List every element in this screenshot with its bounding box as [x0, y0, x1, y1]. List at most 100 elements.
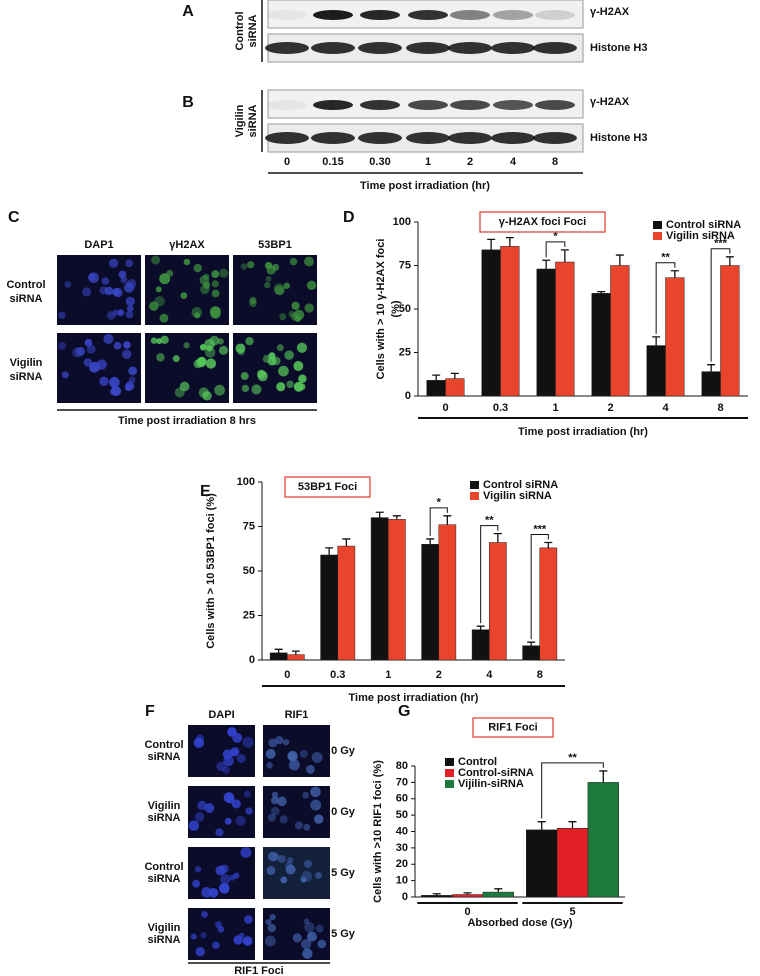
nucleus: [109, 388, 117, 396]
x-tick-label: 0: [464, 906, 470, 918]
nucleus: [270, 796, 279, 805]
bar: [591, 293, 611, 397]
nucleus: [306, 931, 317, 942]
nucleus: [265, 748, 276, 759]
nucleus: [241, 384, 250, 393]
time-label: 0: [284, 156, 290, 168]
y-tick-label: 70: [396, 776, 408, 788]
bar: [539, 547, 558, 661]
nucleus: [201, 910, 208, 918]
x-tick-label: 0.3: [330, 669, 345, 681]
error-bar: [494, 888, 503, 893]
nucleus: [128, 366, 138, 376]
nucleus: [120, 276, 128, 284]
nucleus: [268, 738, 278, 748]
nucleus: [262, 354, 271, 363]
nucleus: [278, 365, 289, 377]
blot-band: [448, 132, 492, 144]
nucleus: [217, 925, 225, 933]
blot-band: [406, 42, 450, 54]
nucleus: [315, 924, 324, 933]
nucleus: [192, 879, 201, 888]
error-bar: [426, 538, 435, 545]
nucleus: [300, 876, 307, 883]
legend-swatch: [445, 758, 454, 766]
nucleus: [126, 305, 134, 312]
nucleus: [172, 355, 180, 363]
error-bar: [527, 641, 536, 646]
nucleus: [303, 859, 313, 869]
nucleus: [117, 309, 125, 316]
error-bar: [432, 893, 441, 896]
error-bar: [505, 237, 514, 247]
blot-band: [493, 10, 533, 20]
nucleus: [269, 914, 276, 921]
nucleus: [233, 872, 240, 879]
nucleus: [179, 381, 190, 392]
nucleus: [88, 273, 96, 281]
bar: [536, 268, 556, 397]
bar: [665, 277, 685, 397]
bar: [471, 629, 490, 661]
nucleus: [282, 738, 290, 746]
nucleus: [211, 270, 220, 279]
error-bar: [487, 238, 496, 250]
blot-band: [533, 132, 577, 144]
error-bar: [392, 515, 401, 520]
error-bar: [274, 648, 283, 653]
bar: [421, 544, 439, 661]
nucleus: [287, 753, 295, 760]
legend-label: Vigilin siRNA: [483, 490, 552, 502]
bar: [287, 654, 305, 661]
nucleus: [245, 336, 254, 346]
row-label: siRNA: [247, 14, 259, 47]
column-label: DAP1: [84, 239, 113, 251]
nucleus: [174, 387, 185, 398]
nucleus: [125, 296, 135, 306]
nucleus: [245, 807, 253, 815]
nucleus: [151, 255, 161, 265]
nucleus: [201, 887, 212, 898]
nucleus: [128, 376, 136, 384]
nucleus: [265, 261, 273, 270]
nucleus: [149, 301, 159, 311]
nucleus: [293, 361, 304, 372]
y-axis-label: Cells with >10 RIF1 foci (%): [372, 760, 384, 903]
nucleus: [298, 374, 307, 383]
row-label: siRNA: [9, 371, 42, 383]
error-bar: [342, 538, 351, 547]
nucleus: [271, 806, 280, 816]
y-tick-label: 40: [396, 825, 408, 837]
significance-label: **: [568, 752, 577, 764]
bar: [526, 829, 558, 898]
nucleus: [214, 384, 226, 396]
nucleus: [264, 935, 276, 947]
nucleus: [301, 939, 312, 950]
blot-band: [450, 100, 490, 110]
nucleus: [244, 915, 253, 924]
nucleus: [82, 287, 92, 297]
nucleus: [220, 873, 231, 885]
nucleus: [266, 866, 276, 876]
nucleus: [199, 343, 207, 351]
nucleus: [194, 812, 205, 822]
time-label: 0.30: [369, 156, 390, 168]
column-label: γH2AX: [169, 239, 205, 251]
nucleus: [211, 289, 220, 298]
nucleus: [272, 263, 280, 271]
x-axis-label: Absorbed dose (Gy): [467, 917, 572, 929]
nucleus: [238, 932, 245, 939]
nucleus: [209, 306, 221, 318]
chart-title: γ-H2AX foci Foci: [499, 216, 586, 228]
nucleus: [243, 790, 251, 798]
error-bar: [568, 821, 577, 829]
y-tick-label: 0: [405, 390, 411, 402]
nucleus: [191, 307, 203, 318]
bar: [481, 249, 501, 397]
nucleus: [285, 864, 296, 875]
nucleus: [227, 727, 237, 737]
nucleus: [113, 287, 123, 298]
nucleus: [264, 281, 271, 289]
error-bar: [599, 770, 608, 783]
